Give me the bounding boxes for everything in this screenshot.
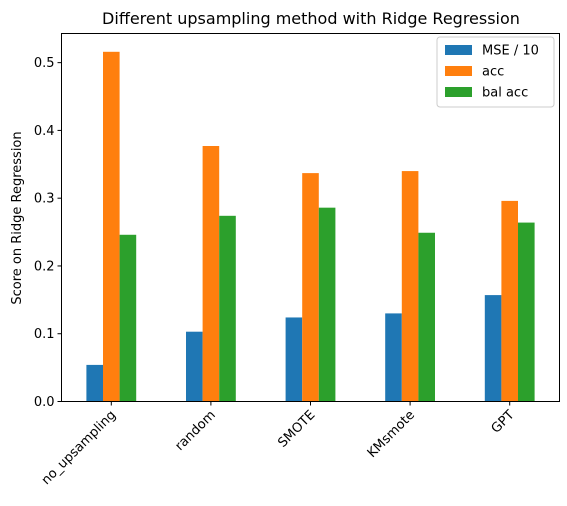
bar-bal-acc-1 [219, 215, 236, 402]
x-tick-label: KMsmote [365, 408, 418, 461]
y-tick-label: 0.1 [34, 327, 55, 342]
x-tick-label: no_upsampling [39, 408, 119, 488]
y-tick-label: 0.5 [34, 56, 55, 71]
x-tick-label: SMOTE [275, 408, 318, 451]
legend-swatch-0 [445, 45, 472, 55]
legend-swatch-1 [445, 66, 472, 76]
x-tick-label: GPT [489, 408, 518, 437]
y-tick-label: 0.4 [34, 124, 55, 139]
plot-frame [61, 33, 560, 402]
bar-acc-0 [103, 51, 120, 402]
bar-mse-10-4 [484, 295, 502, 402]
bar-mse-10-2 [285, 317, 303, 402]
bar-mse-10-1 [186, 331, 203, 402]
legend-label-1: acc [482, 65, 504, 80]
y-axis-label: Score on Ridge Regression [10, 131, 25, 304]
chart-title: Different upsampling method with Ridge R… [102, 9, 520, 28]
bar-bal-acc-4 [518, 222, 535, 402]
legend-swatch-2 [445, 87, 472, 97]
bar-acc-1 [202, 146, 220, 402]
legend-label-0: MSE / 10 [482, 44, 539, 59]
plot-area: no_upsampling random SMOTE KMsmote GPT 0.0 0.1… [34, 51, 535, 488]
y-tick-label: 0.2 [34, 259, 55, 274]
y-tick-label: 0.0 [34, 395, 55, 410]
bar-acc-3 [401, 171, 419, 402]
bar-bal-acc-3 [418, 232, 435, 402]
x-tick-label: random [172, 408, 218, 454]
bar-bal-acc-2 [318, 207, 336, 402]
bar-acc-4 [501, 200, 518, 402]
legend-label-2: bal acc [482, 86, 528, 101]
bar-bal-acc-0 [119, 234, 137, 402]
legend: MSE / 10 acc bal acc [436, 36, 555, 108]
bar-mse-10-3 [385, 313, 402, 402]
bar-acc-2 [302, 173, 319, 402]
bar-mse-10-0 [86, 364, 103, 402]
y-tick-label: 0.3 [34, 192, 55, 207]
